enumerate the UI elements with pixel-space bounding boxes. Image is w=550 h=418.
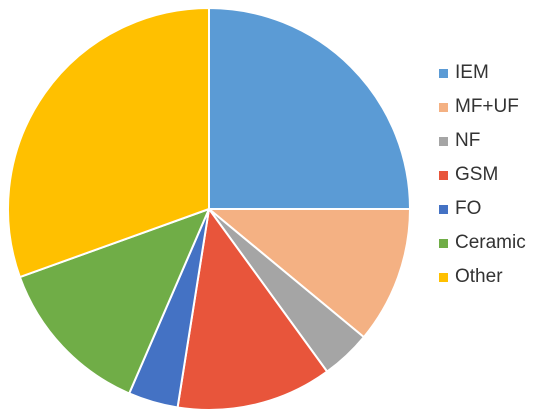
chart-legend: IEM MF+UF NF GSM FO Ceramic Other	[439, 56, 526, 294]
legend-item-gsm: GSM	[439, 158, 526, 192]
pie-slice-iem	[208, 7, 411, 210]
legend-label-ceramic: Ceramic	[455, 232, 526, 253]
legend-label-nf: NF	[455, 130, 481, 151]
pie-slices	[6, 7, 411, 411]
pie-slice-gsm	[176, 208, 329, 411]
legend-swatch-fo	[439, 204, 448, 214]
pie-slice-other	[6, 7, 210, 279]
legend-item-other: Other	[439, 260, 526, 294]
legend-item-nf: NF	[439, 124, 526, 158]
legend-item-fo: FO	[439, 192, 526, 226]
legend-swatch-mf-uf	[439, 102, 448, 112]
legend-label-iem: IEM	[455, 62, 489, 83]
legend-swatch-ceramic	[439, 238, 448, 248]
legend-swatch-nf	[439, 136, 448, 146]
legend-item-iem: IEM	[439, 56, 526, 90]
legend-item-ceramic: Ceramic	[439, 226, 526, 260]
legend-label-fo: FO	[455, 198, 482, 219]
pie-slice-mf-uf	[208, 208, 411, 339]
legend-label-other: Other	[455, 266, 503, 287]
legend-swatch-other	[439, 272, 448, 282]
legend-label-mf-uf: MF+UF	[455, 96, 519, 117]
legend-label-gsm: GSM	[455, 164, 499, 185]
legend-swatch-gsm	[439, 170, 448, 180]
pie-slice-ceramic	[18, 208, 210, 395]
legend-swatch-iem	[439, 68, 448, 78]
legend-item-mf-uf: MF+UF	[439, 90, 526, 124]
